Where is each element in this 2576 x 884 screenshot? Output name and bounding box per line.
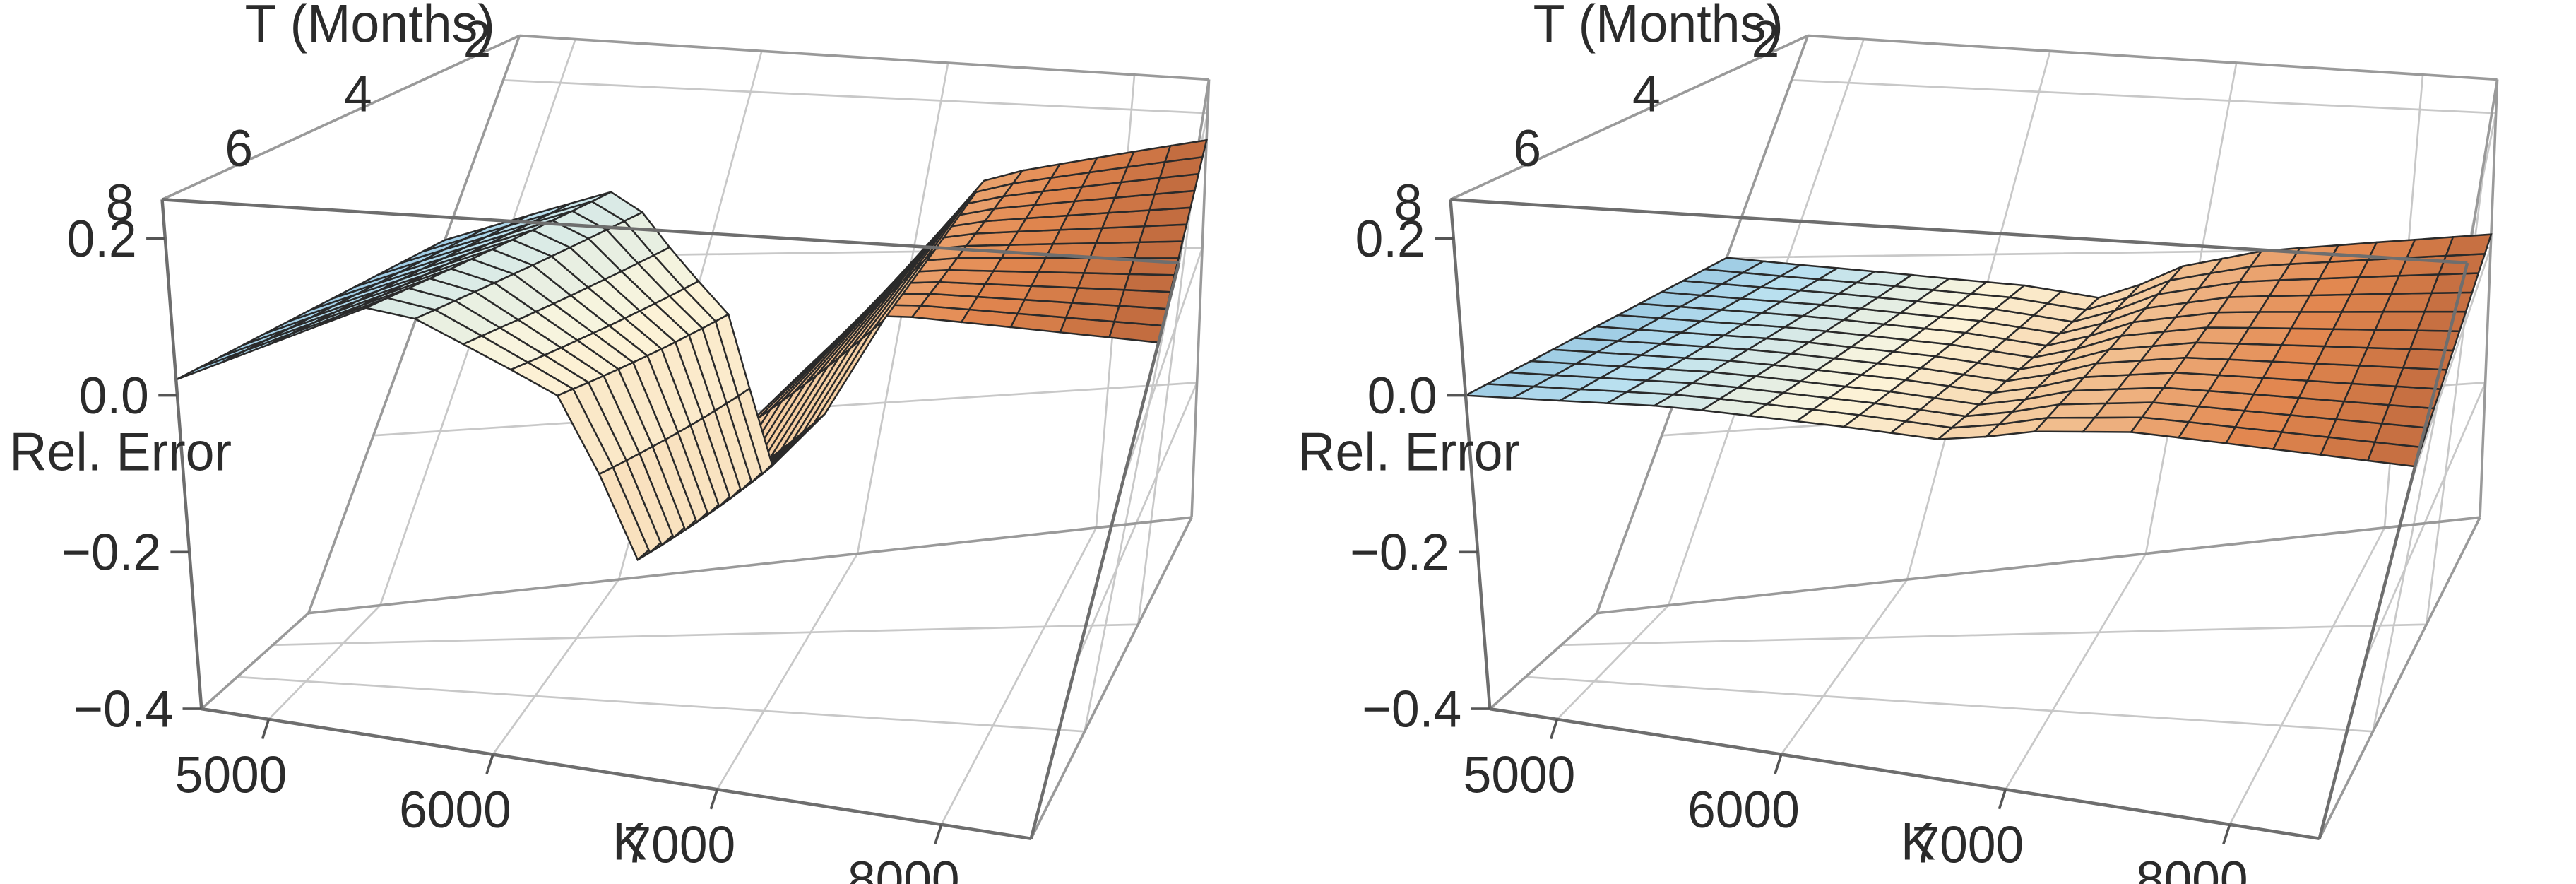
box-back-edge-6 — [201, 612, 309, 710]
box-front-edge-2 — [1029, 262, 1181, 839]
x-tick-label: 8000 — [848, 851, 960, 884]
z-tick-label: 0.0 — [79, 367, 149, 425]
x-tick-mark — [485, 754, 494, 774]
box-back-edge-7 — [2318, 517, 2481, 839]
surface-cell — [1117, 288, 1172, 310]
y-axis-title: T (Months) — [1533, 0, 1783, 54]
surface-cell — [1070, 287, 1126, 307]
x-axis-title: K — [1901, 811, 1935, 871]
surface-cell — [937, 269, 995, 285]
surface-cell — [2416, 310, 2467, 333]
x-tick-label: 7000 — [624, 816, 736, 874]
z-tick-label: 0.2 — [67, 210, 137, 268]
y-tick-label: 8 — [106, 174, 134, 232]
box-back-edge-0 — [308, 516, 1192, 615]
plot-box — [1449, 34, 2499, 839]
x-tick-mark — [709, 789, 719, 810]
surface-cell — [1163, 139, 1208, 163]
surface-cell — [1030, 271, 1086, 289]
surface-cell — [1133, 240, 1184, 259]
surface-cell — [2358, 346, 2412, 369]
surface-cell — [2342, 382, 2398, 406]
box-back-edge-2 — [1190, 79, 1211, 518]
surface — [1462, 233, 2493, 468]
box-back-edge-6 — [1489, 612, 1598, 710]
y-axis-title: T (Months) — [245, 0, 495, 54]
box-back-edge-1 — [307, 35, 521, 614]
y-tick-label: 2 — [463, 10, 492, 68]
box-back-edge-5 — [2466, 79, 2499, 264]
x-tick-mark — [1774, 754, 1783, 774]
surface-cell — [1037, 257, 1091, 274]
y-tick-label: 4 — [1632, 65, 1661, 123]
surface-cell — [2323, 328, 2377, 349]
surface-cell — [2382, 292, 2433, 313]
surface-cell — [2350, 365, 2405, 388]
box-back-edge-0 — [1596, 516, 2481, 615]
plot-box — [161, 34, 1211, 839]
surface-cell — [1138, 223, 1188, 243]
z-tick-label: −0.2 — [61, 524, 161, 582]
z-tick-label: −0.4 — [73, 680, 173, 738]
surface-cell — [2314, 345, 2369, 367]
x-tick-label: 7000 — [1912, 816, 2024, 874]
box-back-edge-4 — [1449, 34, 1809, 201]
surface-cell — [2409, 329, 2461, 352]
surface-cell — [1023, 285, 1079, 304]
box-back-edge-7 — [1030, 517, 1193, 839]
surface-cell — [983, 270, 1040, 287]
left-plot-svg: 5000 6000 7000 8000 2 4 6 80.2 0.0 −0.2 −0.4 K T (Mo… — [9, 0, 1211, 884]
x-tick-mark — [261, 719, 271, 740]
box-back-edge-3 — [1808, 34, 2498, 81]
z-axis-title: Rel. Error — [9, 422, 232, 482]
box-back-edge-4 — [161, 34, 521, 201]
right-plot-svg: 5000 6000 7000 8000 2 4 6 80.2 0.0 −0.2 −0.4 K T (Mo… — [1298, 0, 2499, 884]
y-tick-label: 4 — [344, 65, 372, 123]
x-tick-mark — [1998, 789, 2007, 810]
surface-cell — [1088, 241, 1141, 259]
surface-cell — [946, 257, 1004, 272]
surface-cell — [1076, 272, 1131, 291]
right-surface-plot: 5000 6000 7000 8000 2 4 6 8 0.2 0.0 −0.2 −0.4 K T (Mo… — [1288, 0, 2576, 884]
surface-cell — [2366, 329, 2419, 350]
x-tick-label: 6000 — [399, 781, 511, 839]
y-tick-label: 2 — [1752, 10, 1780, 68]
x-tick-mark — [2222, 824, 2231, 845]
box-front-edge-3 — [162, 198, 1180, 265]
z-tick-label: −0.2 — [1350, 524, 1449, 582]
y-tick-label: 8 — [1394, 174, 1423, 232]
box-front-edge-0 — [201, 707, 1032, 840]
z-axis-title: Rel. Error — [1298, 422, 1520, 482]
box-front-edge-3 — [1450, 198, 2468, 265]
x-tick-label: 8000 — [2136, 851, 2248, 884]
surface-cell — [2437, 252, 2486, 276]
x-tick-label: 5000 — [175, 745, 287, 803]
box-front-edge-1 — [160, 199, 203, 709]
surface-cell — [2423, 291, 2474, 313]
box-back-edge-3 — [519, 34, 1209, 81]
z-tick-label: 0.2 — [1355, 210, 1425, 268]
left-surface-plot: 5000 6000 7000 8000 2 4 6 8 0.2 0.0 −0.2 −0.4 K T (Mo… — [9, 0, 1211, 884]
box-front-edge-0 — [1489, 707, 2320, 840]
box-front-edge-1 — [1449, 199, 1492, 709]
y-tick-label: 6 — [1513, 119, 1541, 177]
z-tick-label: −0.4 — [1362, 680, 1461, 738]
z-tick-label: 0.0 — [1367, 367, 1437, 425]
x-tick-label: 5000 — [1464, 745, 1576, 803]
x-axis-title: K — [612, 811, 647, 871]
x-tick-mark — [1549, 719, 1559, 740]
y-tick-label: 6 — [225, 119, 253, 177]
x-tick-mark — [934, 824, 943, 845]
surface-cell — [992, 257, 1047, 273]
surface-cell — [2373, 310, 2426, 331]
surface-cell — [2445, 233, 2493, 257]
surface-cell — [1122, 273, 1176, 293]
x-tick-label: 6000 — [1687, 781, 1800, 839]
surface-cell — [2305, 363, 2361, 385]
surface — [175, 139, 1208, 561]
box-back-edge-2 — [2479, 79, 2499, 518]
box-front-edge-2 — [2317, 262, 2469, 839]
surface-cell — [2430, 272, 2480, 295]
